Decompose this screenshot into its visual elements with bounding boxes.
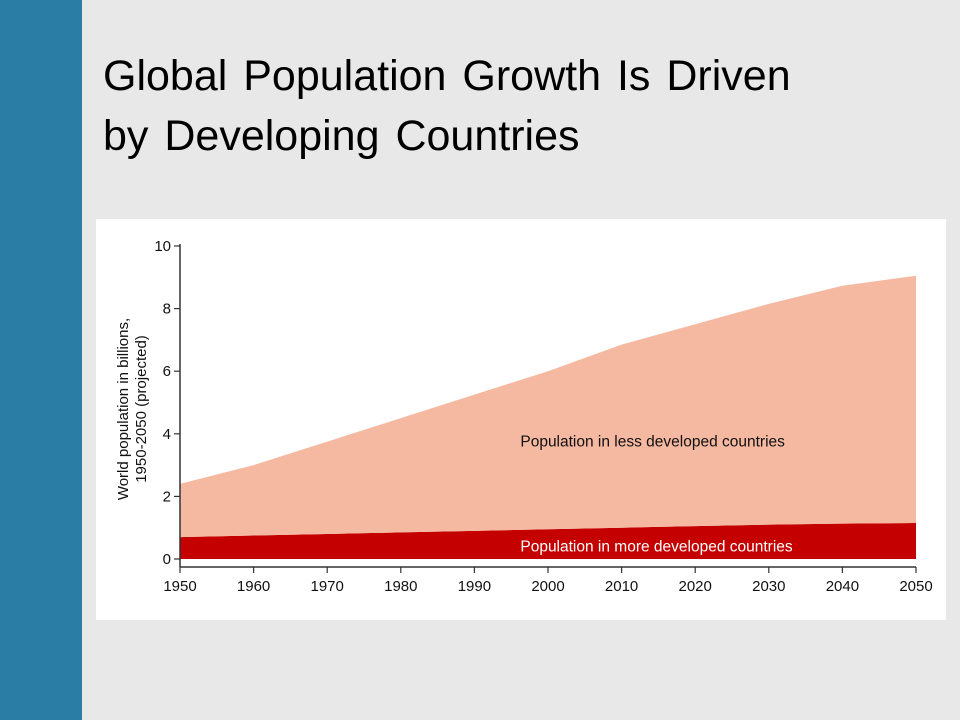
chart-panel: 0 2 4 6 8 10 1950 1960 1970 1980 1990 2000 2010 2020 2… xyxy=(96,219,946,620)
y-tick-label: 4 xyxy=(163,426,171,443)
y-tick-label: 0 xyxy=(163,551,171,568)
series-label-0: Population in more developed countries xyxy=(520,539,793,556)
slide-title-line-2: by Developing Countries xyxy=(103,112,580,160)
x-tick-label: 2040 xyxy=(826,578,859,595)
x-tick-label: 2010 xyxy=(605,578,638,595)
y-tick-label: 10 xyxy=(154,238,171,255)
area-series-0 xyxy=(180,523,916,559)
population-area-chart: 0 2 4 6 8 10 1950 1960 1970 1980 1990 2000 2010 2020 2… xyxy=(115,238,933,595)
slide-title: Global Population Growth Is Driven by De… xyxy=(103,46,943,166)
slide-title-line-1: Global Population Growth Is Driven xyxy=(103,52,791,100)
labels-layer: Population in more developed countries Po… xyxy=(520,433,793,555)
x-tick-label: 1980 xyxy=(384,578,417,595)
side-accent-bar xyxy=(0,0,82,720)
series-label-1: Population in less developed countries xyxy=(520,433,785,450)
area-series-1 xyxy=(180,275,916,538)
x-tick-label: 1950 xyxy=(163,578,196,595)
x-tick-label: 1960 xyxy=(237,578,270,595)
y-tick-label: 8 xyxy=(163,301,171,318)
y-axis-title-line-2: 1950-2050 (projected) xyxy=(133,335,150,483)
x-tick-label: 2030 xyxy=(752,578,785,595)
x-tick-label: 2050 xyxy=(899,578,932,595)
axes-layer: 0 2 4 6 8 10 1950 1960 1970 1980 1990 2000 2010 2020 2… xyxy=(154,238,932,595)
y-axis-title-line-1: World population in billions, xyxy=(115,318,132,500)
y-tick-label: 2 xyxy=(163,488,171,505)
x-tick-label: 2020 xyxy=(679,578,712,595)
x-tick-label: 1970 xyxy=(311,578,344,595)
x-tick-label: 2000 xyxy=(531,578,564,595)
x-tick-label: 1990 xyxy=(458,578,491,595)
area-layer xyxy=(180,275,916,559)
y-tick-label: 6 xyxy=(163,363,171,380)
